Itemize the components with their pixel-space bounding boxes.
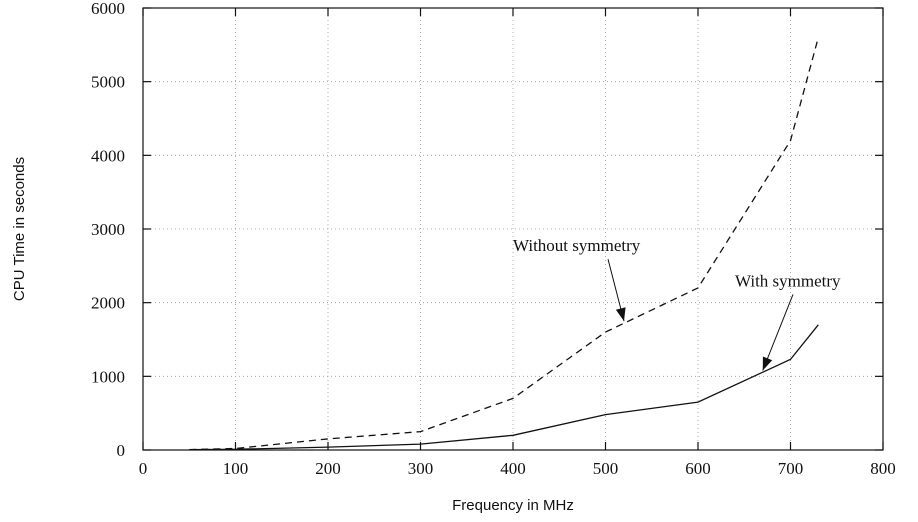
y-tick-label: 1000 bbox=[91, 367, 125, 386]
y-tick-label: 5000 bbox=[91, 73, 125, 92]
x-tick-label: 800 bbox=[870, 459, 896, 478]
y-tick-label: 6000 bbox=[91, 0, 125, 18]
series-lines bbox=[189, 37, 819, 451]
series-line-1 bbox=[189, 37, 819, 451]
x-tick-label: 300 bbox=[408, 459, 434, 478]
annotations: Without symmetry With symmetry bbox=[513, 236, 841, 371]
x-tick-label: 400 bbox=[500, 459, 526, 478]
axis-ticks bbox=[142, 7, 884, 451]
x-tick-labels: 0 100 200 300 400 500 600 700 800 bbox=[139, 459, 896, 478]
annotation-arrowhead-1 bbox=[615, 307, 626, 322]
x-tick-label: 700 bbox=[778, 459, 804, 478]
x-tick-label: 600 bbox=[685, 459, 711, 478]
x-tick-label: 200 bbox=[315, 459, 341, 478]
x-tick-label: 100 bbox=[223, 459, 249, 478]
y-tick-labels: 0 1000 2000 3000 4000 5000 6000 bbox=[91, 0, 125, 460]
y-tick-label: 3000 bbox=[91, 220, 125, 239]
y-tick-label: 2000 bbox=[91, 294, 125, 313]
y-axis-label: CPU Time in seconds bbox=[11, 157, 28, 301]
y-tick-label: 0 bbox=[117, 441, 126, 460]
x-tick-label: 500 bbox=[593, 459, 619, 478]
y-tick-label: 4000 bbox=[91, 146, 125, 165]
annotation-label-2: With symmetry bbox=[735, 271, 841, 290]
annotation-arrowhead-2 bbox=[762, 356, 773, 371]
annotation-label-1: Without symmetry bbox=[513, 236, 641, 255]
grid bbox=[143, 8, 883, 450]
x-axis-label: Frequency in MHz bbox=[452, 497, 574, 514]
series-line-2 bbox=[189, 324, 819, 451]
annotation-arrow-2 bbox=[762, 294, 794, 371]
x-tick-label: 0 bbox=[139, 459, 148, 478]
